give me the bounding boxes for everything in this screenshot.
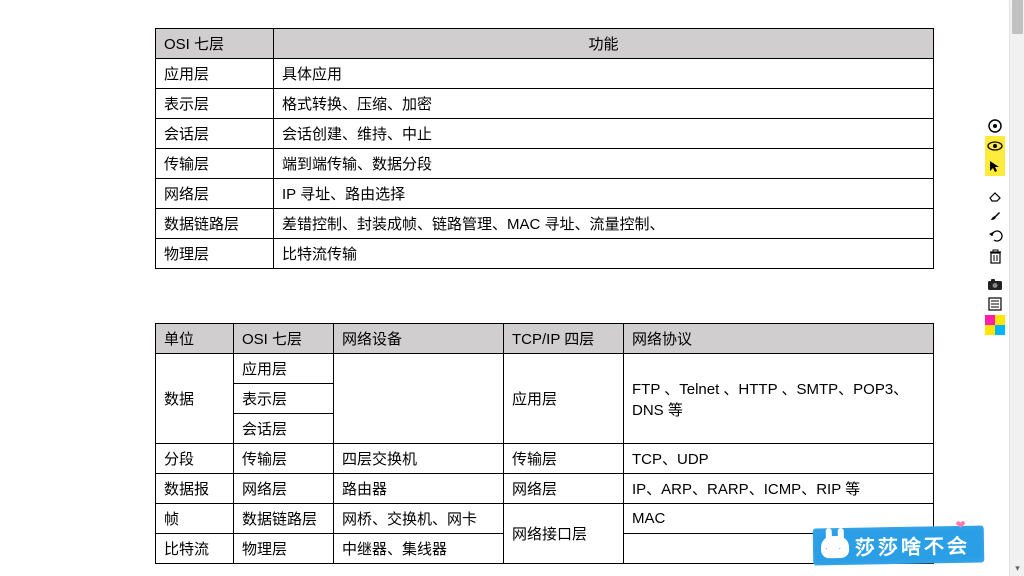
brush-icon[interactable]	[985, 206, 1005, 226]
col-osi: OSI 七层	[156, 29, 274, 59]
table-row: 物理层比特流传输	[156, 239, 934, 269]
table-row: 数据 应用层 应用层 FTP 、Telnet 、HTTP 、SMTP、POP3、…	[156, 354, 934, 384]
table-row: 数据报 网络层 路由器 网络层 IP、ARP、RARP、ICMP、RIP 等	[156, 474, 934, 504]
table-row: 应用层具体应用	[156, 59, 934, 89]
table-row: 会话层会话创建、维持、中止	[156, 119, 934, 149]
heart-icon: ❤	[955, 518, 965, 532]
pen-icon[interactable]	[985, 116, 1005, 136]
bunny-icon: · ·	[821, 535, 849, 557]
vertical-scrollbar[interactable]: ▾	[1009, 0, 1024, 576]
scroll-down-icon[interactable]: ▾	[1010, 561, 1024, 576]
col-device: 网络设备	[334, 324, 504, 354]
undo-icon[interactable]	[985, 226, 1005, 246]
divider	[985, 176, 1005, 186]
annotation-toolbar	[985, 116, 1005, 336]
col-protocol: 网络协议	[624, 324, 934, 354]
table-header-row: OSI 七层 功能	[156, 29, 934, 59]
cursor-icon[interactable]	[985, 156, 1005, 176]
eye-icon[interactable]	[985, 136, 1005, 156]
table-row: 数据链路层差错控制、封装成帧、链路管理、MAC 寻址、流量控制、	[156, 209, 934, 239]
scroll-thumb[interactable]	[1012, 0, 1023, 34]
trash-icon[interactable]	[985, 246, 1005, 266]
camera-icon[interactable]	[985, 274, 1005, 294]
col-func: 功能	[274, 29, 934, 59]
osi-functions-table: OSI 七层 功能 应用层具体应用 表示层格式转换、压缩、加密 会话层会话创建、…	[155, 28, 934, 269]
table-row: 表示层格式转换、压缩、加密	[156, 89, 934, 119]
divider	[985, 266, 1005, 274]
table-row: 分段 传输层 四层交换机 传输层 TCP、UDP	[156, 444, 934, 474]
col-unit: 单位	[156, 324, 234, 354]
list-icon[interactable]	[985, 294, 1005, 314]
document-page: OSI 七层 功能 应用层具体应用 表示层格式转换、压缩、加密 会话层会话创建、…	[0, 0, 1024, 564]
col-tcpip: TCP/IP 四层	[504, 324, 624, 354]
col-osi: OSI 七层	[234, 324, 334, 354]
color-picker-icon[interactable]	[985, 314, 1005, 336]
watermark: ❤ · · 莎莎啥不会	[813, 526, 985, 566]
eraser-icon[interactable]	[985, 186, 1005, 206]
table-row: 传输层端到端传输、数据分段	[156, 149, 934, 179]
table-row: 网络层IP 寻址、路由选择	[156, 179, 934, 209]
table-header-row: 单位 OSI 七层 网络设备 TCP/IP 四层 网络协议	[156, 324, 934, 354]
watermark-text: 莎莎啥不会	[855, 530, 970, 561]
